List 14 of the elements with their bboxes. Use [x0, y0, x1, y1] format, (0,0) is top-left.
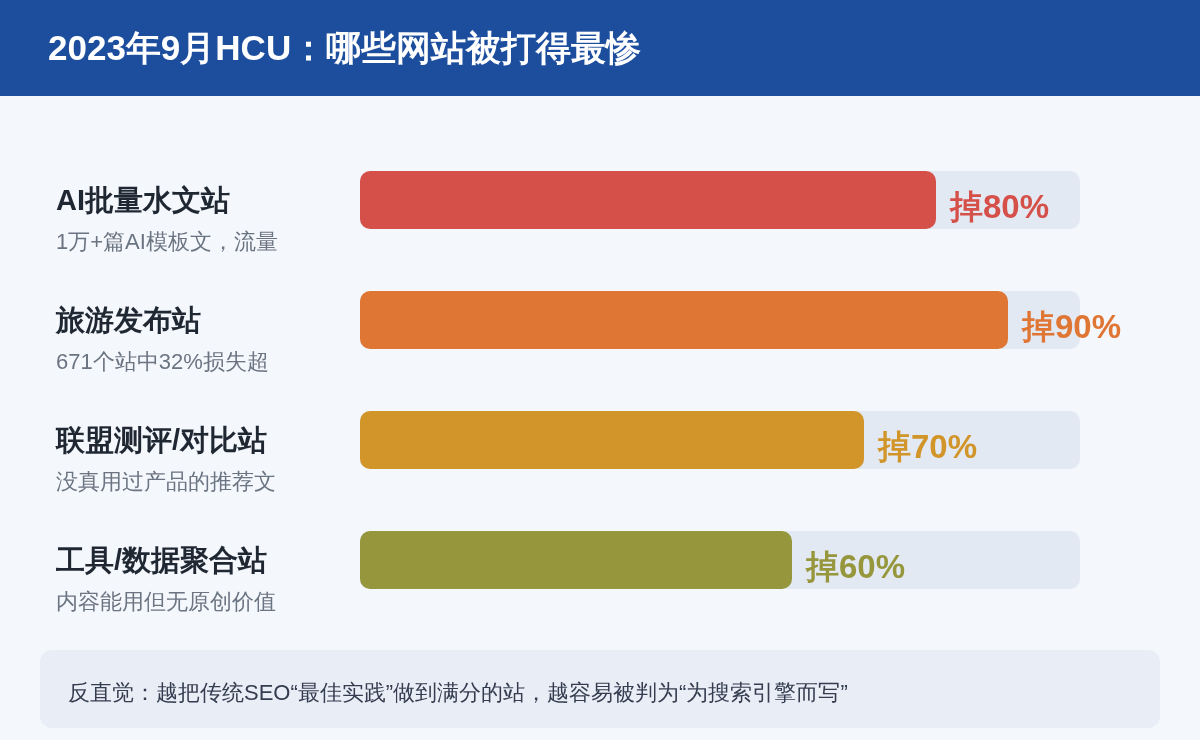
y-tick-label: 工具/数据聚合站 — [55, 544, 268, 576]
text: 1万+篇AI模板文，流量 — [56, 228, 278, 254]
data-label: 掉90% — [1021, 307, 1122, 345]
y-tick-label: 联盟测评/对比站 — [55, 424, 268, 456]
text: 内容能用但无原创价值 — [56, 588, 276, 614]
text: 没真用过产品的推荐文 — [56, 468, 276, 494]
chart-title: 2023年9月HCU：哪些网站被打得最惨 — [48, 27, 642, 69]
data-label: 掉80% — [949, 187, 1050, 225]
data-label: 掉60% — [805, 547, 906, 585]
data-label: 掉70% — [877, 427, 978, 465]
y-tick-label: AI批量水文站 — [56, 184, 230, 216]
text: 反直觉：越把传统SEO“最佳实践”做到满分的站，越容易被判为“为搜索引擎而写” — [68, 679, 848, 707]
y-tick-label: 旅游发布站 — [55, 304, 201, 336]
text: 671个站中32%损失超 — [56, 348, 269, 374]
